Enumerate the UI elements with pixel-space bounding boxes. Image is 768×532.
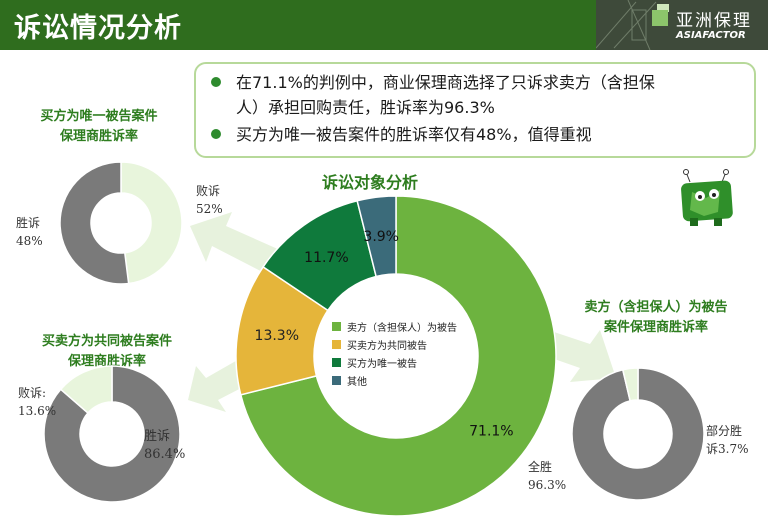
joint-donut-hole [80,402,144,466]
main-donut-hole [314,274,478,438]
arrow-to-bottom-right [540,330,616,382]
seller-donut-hole [604,400,672,468]
legend-item-buyer: 买方为唯一被告 [332,356,457,374]
main-chart-title: 诉讼对象分析 [322,173,419,192]
legend-swatch [332,376,341,385]
label-buyer-win-pct: 48% [16,234,43,248]
legend-label-seller: 卖方（含担保人）为被告 [347,323,457,334]
label-seller-win: 全胜 96.3% [528,458,566,494]
legend-label-other: 其他 [347,377,367,388]
logo-text-cn: 亚洲保理 [676,11,752,31]
chart-title-seller-line1: 卖方（含担保人）为被告 [584,300,728,315]
logo-cube-icon [652,10,668,26]
label-joint-win-text: 胜诉 [144,429,171,444]
chart-title-joint-line2: 保理商胜诉率 [67,354,146,369]
logo-text-en: ASIAFACTOR [676,30,746,41]
callout-bullet-1: 在71.1%的判例中，商业保理商选择了只诉求卖方（含担保 人）承担回购责任，胜诉… [211,70,655,120]
mascot-icon [681,169,733,226]
logo-cube-top [657,4,669,12]
main-chart-legend: 卖方（含担保人）为被告 买卖方为共同被告 买方为唯一被告 其他 [332,320,457,392]
seller-donut-slice-1 [571,367,705,501]
chart-title-buyer-only: 买方为唯一被告案件 保理商胜诉率 [24,107,174,147]
callout-box: 在71.1%的判例中，商业保理商选择了只诉求卖方（含担保 人）承担回购责任，胜诉… [194,62,756,158]
legend-item-seller: 卖方（含担保人）为被告 [332,320,457,338]
logo-background-graphic [595,0,657,51]
bullet-dot-icon [211,129,221,139]
label-seller-partial: 部分胜 诉3.7% [706,422,749,458]
main-donut-data-label-3: 11.7% [304,250,348,266]
main-donut-data-label-2: 13.3% [255,328,299,344]
label-seller-partial-line1: 部分胜 [706,424,743,438]
buyer-only-donut-hole [91,193,151,253]
bullet-dot-icon [211,77,221,87]
legend-label-joint: 买卖方为共同被告 [347,341,427,352]
main-donut-data-label-1: 71.1% [469,423,513,439]
legend-label-buyer: 买方为唯一被告 [347,359,417,370]
label-joint-lose-pct: 13.6% [18,404,57,418]
legend-swatch [332,340,341,349]
label-seller-win-text: 全胜 [528,460,553,474]
legend-item-joint: 买卖方为共同被告 [332,338,457,356]
label-joint-lose: 败诉: 13.6% [18,384,56,420]
callout-bullet-1-line1: 在71.1%的判例中，商业保理商选择了只诉求卖方（含担保 [236,73,655,92]
callout-bullet-1-line2: 人）承担回购责任，胜诉率为96.3% [236,98,495,117]
chart-title-joint: 买卖方为共同被告案件 保理商胜诉率 [12,332,202,372]
label-buyer-lose: 败诉 52% [196,182,223,218]
logo-area [595,0,768,51]
main-donut-data-label-4: 3.9% [363,229,399,245]
legend-item-other: 其他 [332,374,457,392]
label-seller-partial-line2: 诉3.7% [706,442,749,456]
callout-bullet-2-line1: 买方为唯一被告案件的胜诉率仅有48%，值得重视 [236,125,592,144]
legend-swatch [332,322,341,331]
legend-swatch [332,358,341,367]
label-joint-lose-text: 败诉: [18,386,47,400]
chart-title-buyer-only-line2: 保理商胜诉率 [59,129,138,144]
label-buyer-lose-text: 败诉 [196,184,221,198]
label-seller-win-pct: 96.3% [528,478,567,492]
label-joint-win-pct: 86.4% [144,447,186,462]
label-joint-win: 胜诉 86.4% [144,428,185,464]
chart-title-joint-line1: 买卖方为共同被告案件 [41,334,172,349]
callout-bullet-2: 买方为唯一被告案件的胜诉率仅有48%，值得重视 [211,122,592,147]
label-buyer-lose-pct: 52% [196,202,223,216]
chart-title-seller: 卖方（含担保人）为被告 案件保理商胜诉率 [556,298,756,338]
page-title: 诉讼情况分析 [14,13,182,44]
label-buyer-win-text: 胜诉 [16,216,41,230]
chart-title-seller-line2: 案件保理商胜诉率 [603,320,708,335]
label-buyer-win: 胜诉 48% [16,214,43,250]
chart-title-buyer-only-line1: 买方为唯一被告案件 [40,109,158,124]
